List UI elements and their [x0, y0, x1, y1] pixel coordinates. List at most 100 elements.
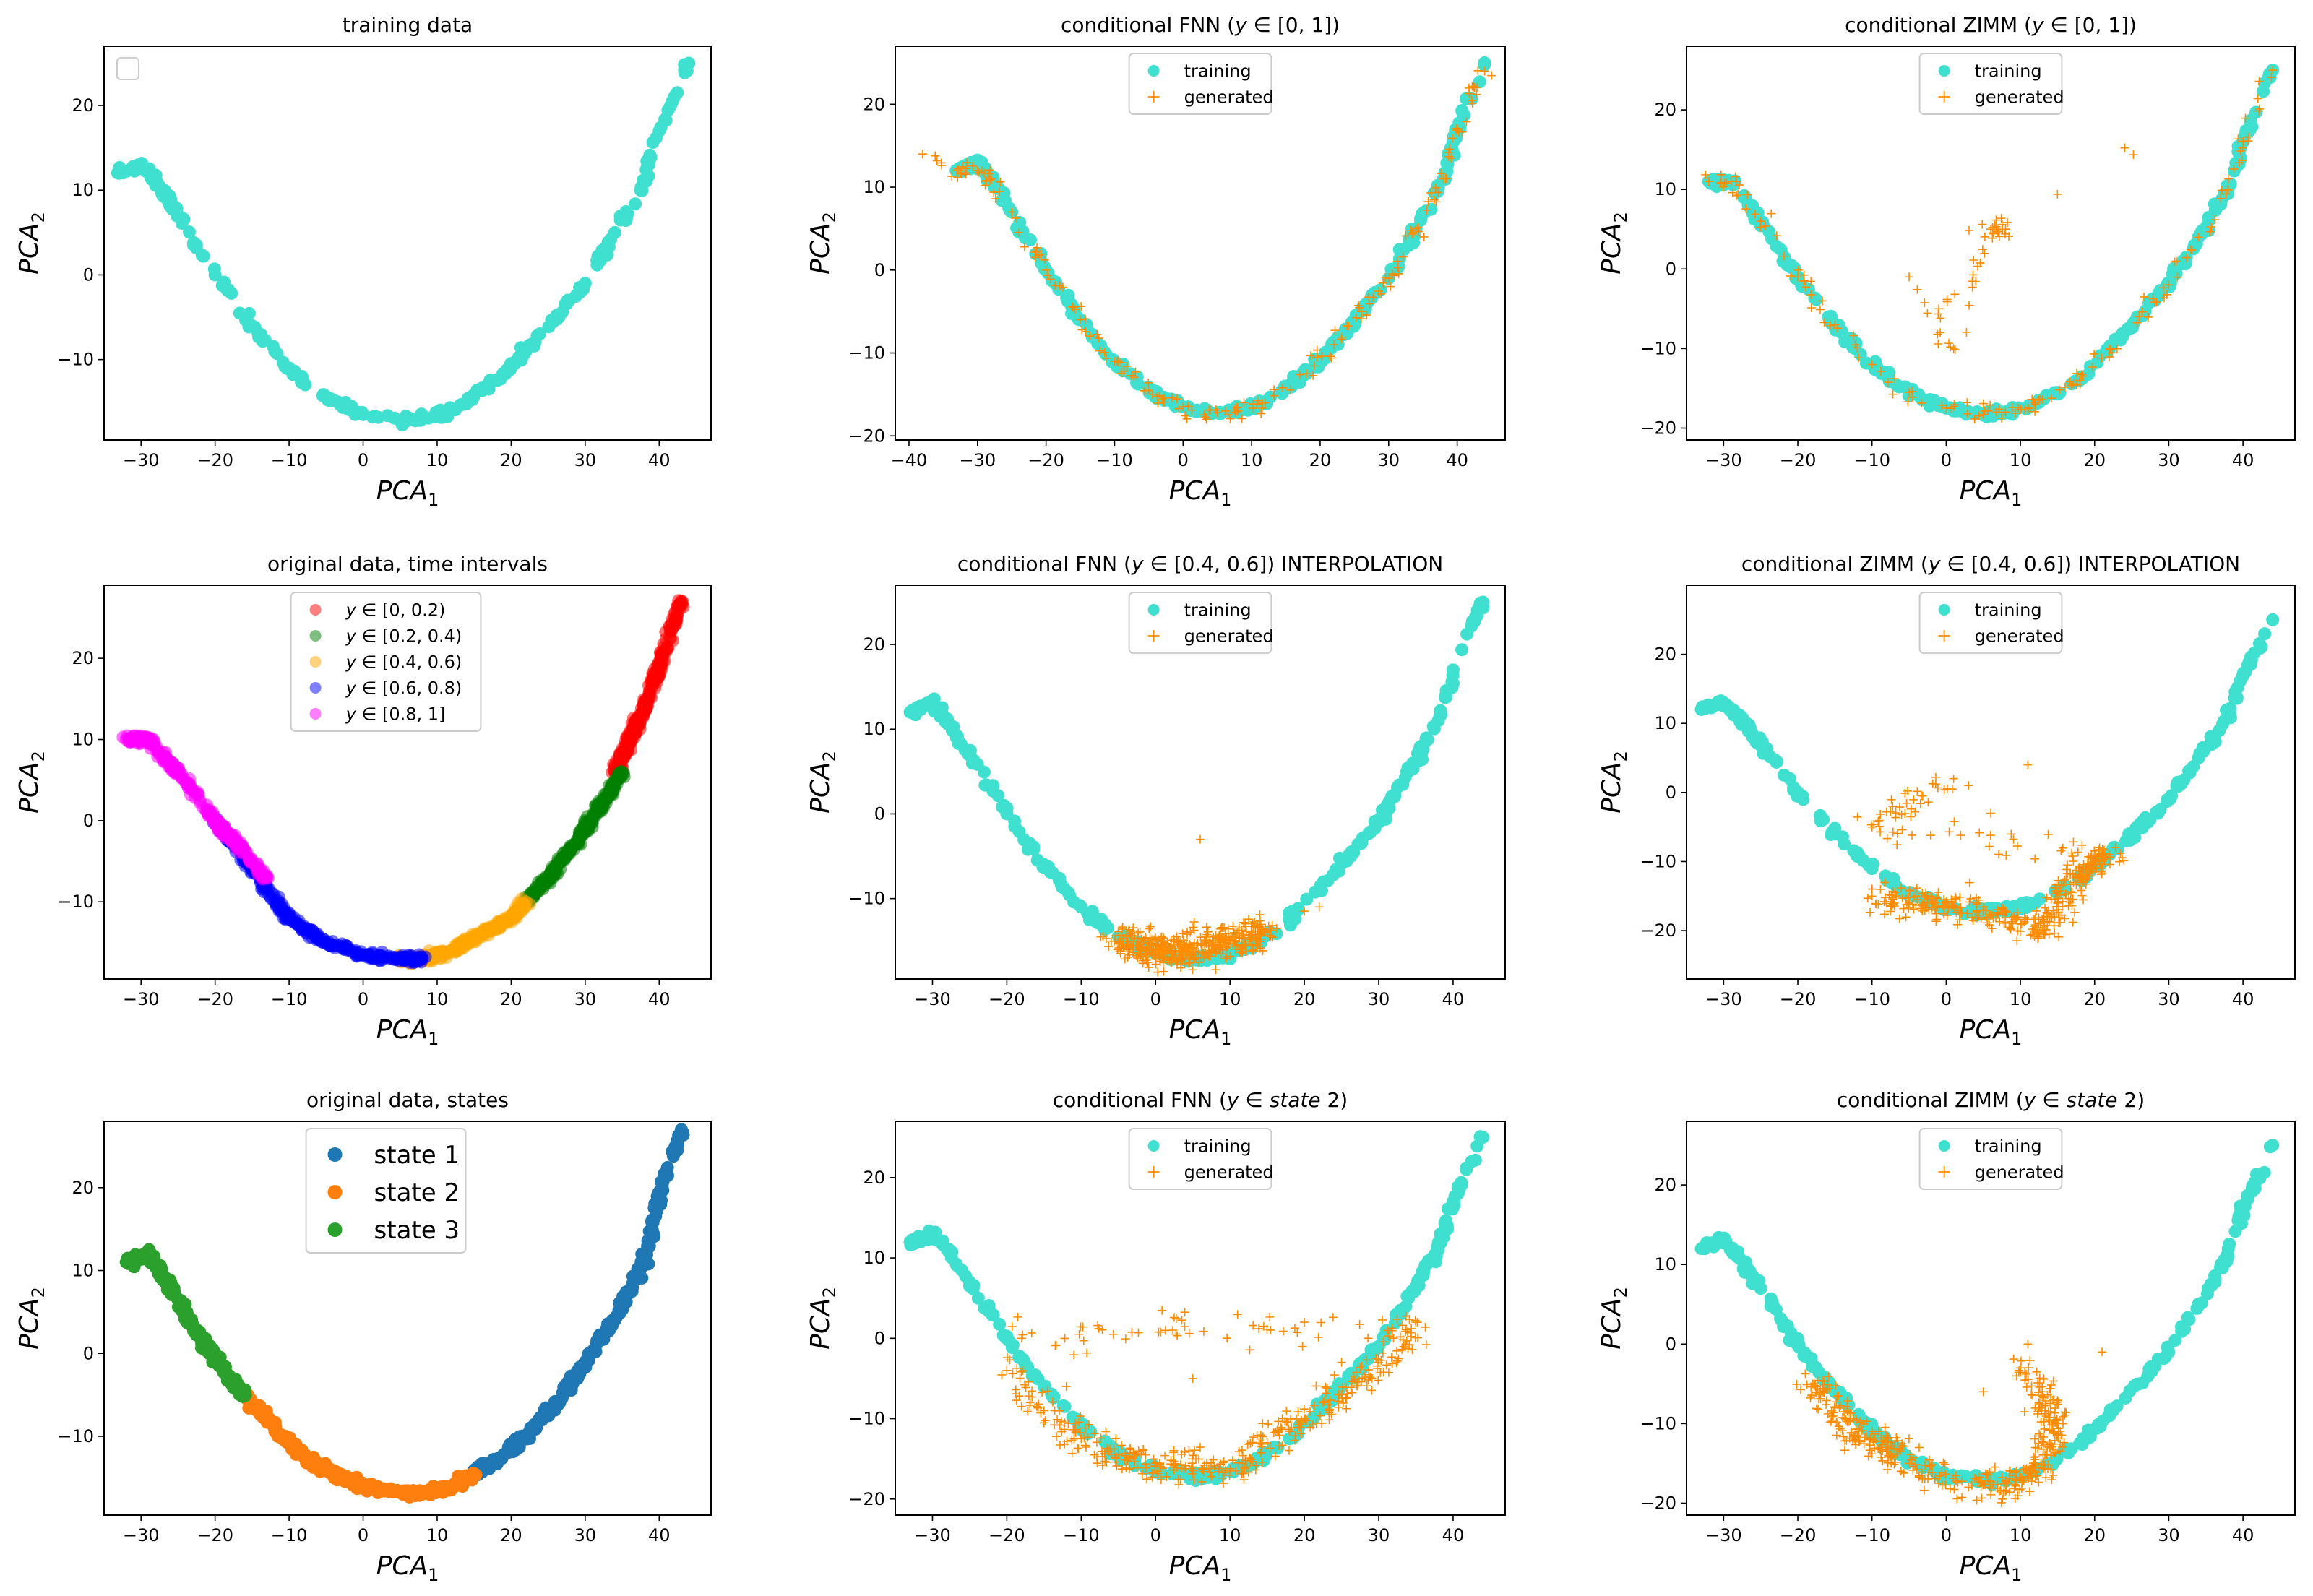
data-point	[1022, 843, 1035, 856]
data-point	[2054, 933, 2063, 941]
data-point	[1908, 831, 1916, 840]
data-point	[2033, 892, 2046, 905]
x-axis-label: PCA1	[1960, 476, 2023, 510]
data-point	[560, 297, 573, 310]
data-point	[619, 205, 632, 218]
data-point	[1825, 828, 1838, 841]
x-tick-label: −10	[271, 450, 308, 470]
series-group-1	[465, 1123, 689, 1480]
data-point	[1965, 879, 1974, 887]
data-point	[1853, 813, 1862, 821]
data-point	[626, 1285, 639, 1298]
data-point	[1752, 213, 1765, 226]
data-point	[1962, 328, 1970, 337]
data-point	[330, 1472, 343, 1485]
data-point	[483, 1462, 496, 1475]
data-point	[561, 846, 574, 859]
data-point	[986, 779, 999, 792]
data-point	[381, 1483, 394, 1496]
legend-label: generated	[1975, 87, 2064, 107]
data-point	[1440, 690, 1453, 703]
data-point	[152, 744, 165, 757]
y-tick-label: 0	[874, 803, 885, 824]
data-point	[1945, 827, 1954, 836]
data-point	[1882, 808, 1891, 816]
y-tick-label: 0	[83, 264, 94, 285]
data-point	[1943, 295, 1952, 303]
data-point	[413, 411, 426, 424]
data-point	[202, 810, 215, 823]
data-point	[137, 731, 150, 744]
data-point	[2184, 767, 2197, 780]
data-point	[2134, 819, 2147, 832]
data-point	[176, 212, 189, 225]
data-point	[1413, 744, 1426, 757]
data-point	[314, 1465, 327, 1478]
data-point	[2067, 896, 2075, 905]
series-training	[1702, 64, 2279, 423]
data-point	[1991, 216, 2000, 225]
data-point	[1345, 850, 1358, 863]
y-tick-label: 10	[863, 177, 885, 197]
legend-marker	[1148, 604, 1160, 616]
legend-marker	[310, 682, 322, 694]
data-point	[1895, 803, 1904, 811]
data-point	[2069, 857, 2077, 866]
data-point	[1767, 210, 1775, 218]
data-point	[636, 184, 649, 197]
data-point	[1382, 802, 1395, 815]
data-point	[1936, 314, 1944, 322]
data-point	[2163, 793, 2176, 806]
data-point	[1978, 245, 1987, 254]
legend-marker	[310, 604, 322, 616]
x-tick-label: −20	[197, 450, 233, 470]
data-point	[1934, 309, 1942, 318]
y-tick-label: 0	[874, 260, 885, 280]
data-point	[254, 332, 267, 345]
data-point	[1808, 291, 1821, 304]
data-point	[459, 397, 472, 410]
data-point	[1487, 72, 1496, 80]
y-axis-label: PCA2	[806, 751, 840, 814]
x-tick-label: 40	[2232, 450, 2254, 470]
chart-title: training data	[343, 13, 473, 37]
data-point	[590, 1334, 603, 1347]
data-point	[1981, 410, 1994, 423]
data-point	[1944, 339, 1953, 348]
data-point	[1196, 835, 1205, 844]
data-point	[579, 1357, 592, 1370]
legend-box	[117, 58, 139, 79]
data-point	[1903, 799, 1911, 808]
data-point	[469, 1468, 482, 1481]
data-point	[612, 1304, 625, 1317]
data-point	[2170, 779, 2183, 792]
x-tick-label: 30	[2158, 450, 2180, 470]
data-point	[304, 923, 317, 936]
data-point	[1986, 831, 1995, 840]
y-tick-label: 20	[1654, 100, 1676, 120]
data-point	[646, 1223, 659, 1236]
data-point	[458, 1474, 471, 1487]
data-point	[1455, 643, 1468, 656]
x-tick-label: 0	[358, 989, 369, 1009]
data-point	[939, 715, 952, 728]
data-point	[2023, 761, 2032, 769]
y-tick-label: 20	[863, 634, 885, 655]
data-point	[573, 286, 586, 299]
data-point	[2129, 150, 2137, 159]
data-point	[2003, 218, 2012, 227]
x-tick-label: 0	[1941, 989, 1952, 1009]
data-point	[551, 313, 564, 326]
data-point	[348, 944, 361, 957]
x-tick-label: −30	[1705, 450, 1742, 470]
data-point	[1934, 340, 1942, 348]
legend-marker	[1939, 604, 1950, 616]
data-point	[1913, 285, 1921, 294]
y-tick-label: 0	[1666, 782, 1676, 803]
data-point	[678, 58, 691, 71]
